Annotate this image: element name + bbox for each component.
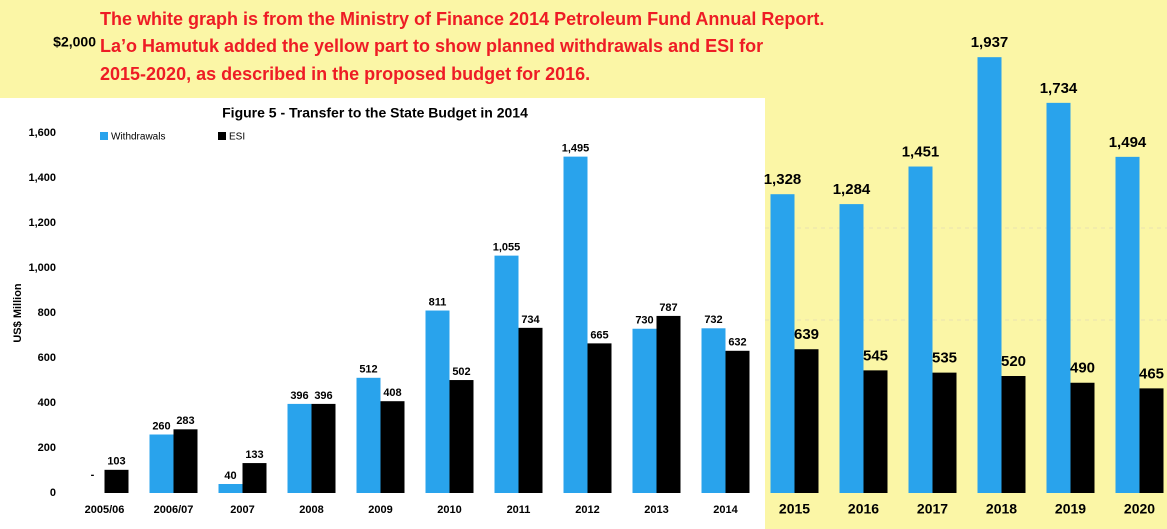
x-tick-label: 2010 bbox=[437, 504, 461, 516]
value-label: 1,328 bbox=[764, 171, 802, 188]
bar bbox=[656, 315, 681, 493]
value-label: 1,495 bbox=[562, 143, 590, 155]
x-tick-label: 2008 bbox=[299, 504, 323, 516]
value-label: 260 bbox=[152, 420, 170, 432]
bar bbox=[518, 327, 543, 493]
value-label: 465 bbox=[1139, 365, 1164, 382]
bar bbox=[977, 57, 1002, 494]
bar bbox=[104, 469, 129, 493]
bar bbox=[932, 372, 957, 493]
y-tick-label: 800 bbox=[38, 307, 56, 319]
bar bbox=[449, 380, 474, 493]
bar bbox=[425, 310, 450, 493]
value-label: - bbox=[91, 469, 95, 481]
bar bbox=[1046, 102, 1071, 493]
bar bbox=[173, 429, 198, 493]
y-tick-label: 400 bbox=[38, 397, 56, 409]
value-label: 1,937 bbox=[971, 34, 1009, 51]
value-label: 1,284 bbox=[833, 181, 871, 198]
x-tick-label: 2018 bbox=[986, 501, 1017, 517]
y-tick-label: $2,000 bbox=[53, 34, 96, 50]
bar bbox=[1070, 382, 1095, 493]
value-label: 396 bbox=[290, 390, 308, 402]
value-label: 40 bbox=[224, 470, 236, 482]
value-label: 545 bbox=[863, 347, 888, 364]
x-tick-label: 2015 bbox=[779, 501, 810, 517]
bar bbox=[218, 484, 243, 493]
y-tick-label: 1,200 bbox=[28, 217, 56, 229]
legend-label: Withdrawals bbox=[111, 132, 165, 143]
value-label: 133 bbox=[245, 449, 263, 461]
bar bbox=[725, 350, 750, 493]
value-label: 732 bbox=[704, 314, 722, 326]
x-tick-label: 2005/06 bbox=[85, 504, 125, 516]
value-label: 408 bbox=[383, 387, 401, 399]
bar bbox=[1115, 156, 1140, 493]
x-tick-label: 2020 bbox=[1124, 501, 1155, 517]
x-tick-label: 2011 bbox=[507, 504, 531, 516]
bar bbox=[794, 349, 819, 493]
y-tick-label: 1,600 bbox=[28, 127, 56, 139]
value-label: 665 bbox=[590, 329, 608, 341]
bar bbox=[701, 328, 726, 493]
bar bbox=[311, 403, 336, 493]
x-tick-label: 2017 bbox=[917, 501, 948, 517]
bar bbox=[587, 343, 612, 493]
bar bbox=[563, 156, 588, 493]
x-tick-label: 2013 bbox=[644, 504, 668, 516]
y-tick-label: 200 bbox=[38, 442, 56, 454]
bar bbox=[380, 401, 405, 493]
bar bbox=[1001, 376, 1026, 493]
value-label: 787 bbox=[659, 302, 677, 314]
x-tick-label: 2016 bbox=[848, 501, 879, 517]
value-label: 1,494 bbox=[1109, 134, 1147, 151]
y-tick-label: 0 bbox=[50, 487, 56, 499]
y-axis-label: US$ Million bbox=[12, 283, 24, 343]
bar bbox=[287, 403, 312, 493]
bar bbox=[770, 194, 795, 493]
value-label: 103 bbox=[107, 456, 125, 468]
x-tick-label: 2009 bbox=[368, 504, 392, 516]
value-label: 811 bbox=[429, 296, 447, 308]
value-label: 396 bbox=[314, 390, 332, 402]
x-tick-label: 2019 bbox=[1055, 501, 1086, 517]
value-label: 734 bbox=[521, 314, 540, 326]
chart-title: Figure 5 - Transfer to the State Budget … bbox=[222, 105, 528, 121]
value-label: 1,734 bbox=[1040, 80, 1078, 97]
bar bbox=[908, 166, 933, 493]
y-tick-label: 1,000 bbox=[28, 262, 56, 274]
legend-swatch bbox=[100, 132, 108, 140]
value-label: 632 bbox=[728, 337, 746, 349]
legend-swatch bbox=[218, 132, 226, 140]
annotation: La’o Hamutuk added the yellow part to sh… bbox=[100, 36, 763, 56]
value-label: 520 bbox=[1001, 353, 1026, 370]
value-label: 283 bbox=[176, 415, 194, 427]
value-label: 490 bbox=[1070, 360, 1095, 377]
bar bbox=[632, 328, 657, 493]
y-tick-label: 600 bbox=[38, 352, 56, 364]
legend-label: ESI bbox=[229, 132, 245, 143]
value-label: 730 bbox=[635, 315, 653, 327]
x-tick-label: 2012 bbox=[575, 504, 599, 516]
x-tick-label: 2007 bbox=[230, 504, 254, 516]
y-tick-label: 1,400 bbox=[28, 172, 56, 184]
bar bbox=[356, 377, 381, 493]
annotation: 2015-2020, as described in the proposed … bbox=[100, 64, 590, 84]
bar bbox=[149, 434, 174, 493]
bar bbox=[839, 204, 864, 493]
bar bbox=[242, 463, 267, 493]
annotation: The white graph is from the Ministry of … bbox=[100, 9, 824, 29]
value-label: 1,055 bbox=[493, 242, 521, 254]
value-label: 512 bbox=[359, 364, 377, 376]
bar bbox=[863, 370, 888, 493]
bar bbox=[1139, 388, 1164, 493]
value-label: 535 bbox=[932, 350, 957, 367]
x-tick-label: 2014 bbox=[713, 504, 738, 516]
value-label: 1,451 bbox=[902, 143, 940, 160]
value-label: 502 bbox=[452, 366, 470, 378]
x-tick-label: 2006/07 bbox=[154, 504, 194, 516]
value-label: 639 bbox=[794, 326, 819, 343]
bar bbox=[494, 255, 519, 493]
